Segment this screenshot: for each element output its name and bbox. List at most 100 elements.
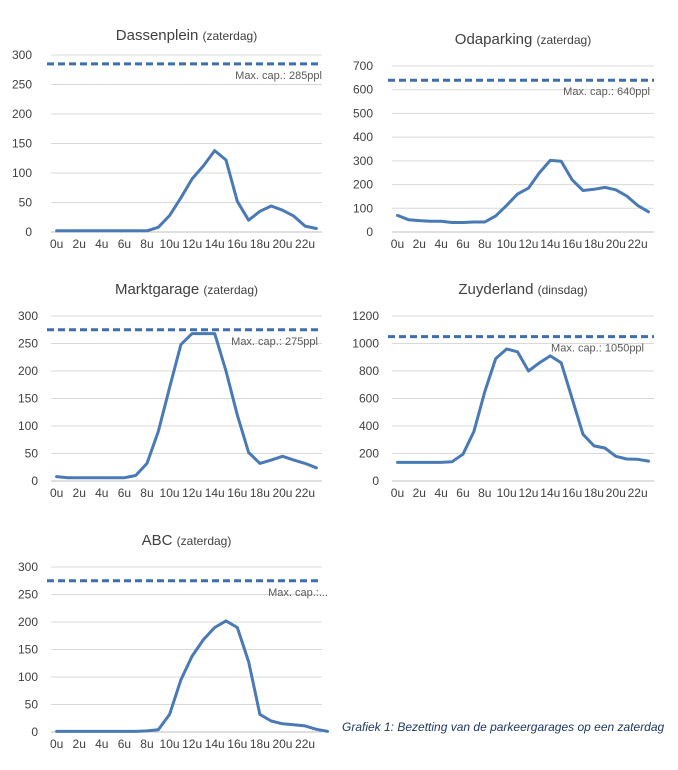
abc-capacity-label: Max. cap.:... bbox=[268, 587, 328, 599]
dassenplein-xtick-22u: 22u bbox=[295, 237, 315, 251]
zuyderland-xtick-2u: 2u bbox=[413, 486, 426, 500]
zuyderland-title: Zuyderland (dinsdag) bbox=[458, 281, 587, 298]
zuyderland-xtick-4u: 4u bbox=[434, 486, 447, 500]
dassenplein-xtick-0u: 0u bbox=[50, 237, 63, 251]
dassenplein-xtick-4u: 4u bbox=[95, 237, 108, 251]
zuyderland-ytick-400: 400 bbox=[359, 419, 379, 433]
odaparking-ytick-200: 200 bbox=[353, 178, 373, 192]
odaparking-title: Odaparking (zaterdag) bbox=[455, 31, 591, 48]
dassenplein-ytick-150: 150 bbox=[12, 137, 32, 151]
marktgarage-xtick-2u: 2u bbox=[73, 486, 86, 500]
zuyderland-xtick-12u: 12u bbox=[518, 486, 538, 500]
marktgarage-occupancy-line bbox=[55, 332, 318, 480]
dassenplein-xtick-14u: 14u bbox=[205, 237, 225, 251]
dassenplein-ytick-100: 100 bbox=[12, 166, 32, 180]
abc-title: ABC (zaterdag) bbox=[142, 532, 232, 549]
zuyderland-capacity-label: Max. cap.: 1050ppl bbox=[551, 343, 644, 355]
odaparking-xtick-10u: 10u bbox=[497, 237, 517, 251]
dassenplein-ytick-250: 250 bbox=[12, 78, 32, 92]
abc-ytick-300: 300 bbox=[18, 560, 38, 574]
chart-dassenplein: 0 50 100 150 200 250 300 0u 2u 4u 6u 8u 10u 12u 14u 16u… bbox=[12, 27, 322, 251]
abc-ytick-0: 0 bbox=[31, 725, 38, 739]
odaparking-ytick-0: 0 bbox=[366, 225, 373, 239]
zuyderland-occupancy-line bbox=[396, 347, 650, 464]
abc-xtick-12u: 12u bbox=[182, 737, 202, 751]
abc-xtick-2u: 2u bbox=[73, 737, 86, 751]
dassenplein-ytick-50: 50 bbox=[19, 196, 33, 210]
abc-xtick-8u: 8u bbox=[140, 737, 153, 751]
abc-xtick-6u: 6u bbox=[118, 737, 131, 751]
dassenplein-ytick-300: 300 bbox=[12, 48, 32, 62]
odaparking-xtick-6u: 6u bbox=[456, 237, 469, 251]
abc-xtick-14u: 14u bbox=[205, 737, 225, 751]
abc-xtick-10u: 10u bbox=[160, 737, 180, 751]
zuyderland-ytick-600: 600 bbox=[359, 392, 379, 406]
odaparking-title-day: (zaterdag) bbox=[537, 33, 592, 47]
abc-xtick-16u: 16u bbox=[227, 737, 247, 751]
odaparking-xtick-20u: 20u bbox=[606, 237, 626, 251]
dassenplein-xtick-20u: 20u bbox=[272, 237, 292, 251]
abc-xtick-20u: 20u bbox=[272, 737, 292, 751]
abc-title-name: ABC bbox=[142, 532, 177, 549]
marktgarage-ytick-300: 300 bbox=[18, 309, 38, 323]
odaparking-xtick-22u: 22u bbox=[628, 237, 648, 251]
odaparking-xtick-0u: 0u bbox=[391, 237, 404, 251]
zuyderland-xtick-22u: 22u bbox=[628, 486, 648, 500]
chart-marktgarage: 0 50 100 150 200 250 300 0u 2u 4u 6u 8u 10u 12u 14u 16u… bbox=[18, 281, 322, 500]
zuyderland-xtick-0u: 0u bbox=[391, 486, 404, 500]
dassenplein-title-day: (zaterdag) bbox=[203, 29, 258, 43]
odaparking-xtick-12u: 12u bbox=[518, 237, 538, 251]
abc-occupancy-line bbox=[55, 619, 330, 733]
marktgarage-ytick-0: 0 bbox=[31, 474, 38, 488]
marktgarage-ytick-250: 250 bbox=[18, 337, 38, 351]
odaparking-ytick-100: 100 bbox=[353, 201, 373, 215]
marktgarage-xtick-14u: 14u bbox=[205, 486, 225, 500]
marktgarage-xtick-22u: 22u bbox=[295, 486, 315, 500]
marktgarage-xtick-4u: 4u bbox=[95, 486, 108, 500]
abc-xtick-0u: 0u bbox=[50, 737, 63, 751]
marktgarage-xtick-18u: 18u bbox=[250, 486, 270, 500]
zuyderland-ytick-1200: 1200 bbox=[352, 309, 379, 323]
abc-xtick-22u: 22u bbox=[295, 737, 315, 751]
odaparking-ytick-500: 500 bbox=[353, 106, 373, 120]
odaparking-xtick-4u: 4u bbox=[434, 237, 447, 251]
zuyderland-xtick-8u: 8u bbox=[478, 486, 491, 500]
dassenplein-ytick-200: 200 bbox=[12, 107, 32, 121]
marktgarage-title-name: Marktgarage bbox=[115, 281, 203, 298]
odaparking-xtick-8u: 8u bbox=[478, 237, 491, 251]
abc-ytick-50: 50 bbox=[25, 698, 39, 712]
chart-abc: 0 50 100 150 200 250 300 0u 2u 4u 6u 8u 10u 12u 14u 16u… bbox=[18, 532, 330, 751]
marktgarage-ytick-200: 200 bbox=[18, 364, 38, 378]
odaparking-ytick-700: 700 bbox=[353, 59, 373, 73]
odaparking-occupancy-line bbox=[396, 158, 650, 224]
abc-ytick-150: 150 bbox=[18, 643, 38, 657]
marktgarage-xtick-16u: 16u bbox=[227, 486, 247, 500]
odaparking-capacity-label: Max. cap.: 640ppl bbox=[563, 86, 650, 98]
dassenplein-xtick-8u: 8u bbox=[140, 237, 153, 251]
abc-xtick-18u: 18u bbox=[250, 737, 270, 751]
zuyderland-ytick-200: 200 bbox=[359, 447, 379, 461]
dassenplein-xtick-10u: 10u bbox=[160, 237, 180, 251]
zuyderland-ytick-800: 800 bbox=[359, 364, 379, 378]
marktgarage-xtick-6u: 6u bbox=[118, 486, 131, 500]
dassenplein-title-name: Dassenplein bbox=[116, 27, 203, 44]
figure-caption: Grafiek 1: Bezetting van de parkeergarag… bbox=[342, 720, 665, 734]
odaparking-ytick-400: 400 bbox=[353, 130, 373, 144]
odaparking-ytick-300: 300 bbox=[353, 154, 373, 168]
marktgarage-capacity-label: Max. cap.: 275ppl bbox=[231, 336, 318, 348]
odaparking-xtick-18u: 18u bbox=[584, 237, 604, 251]
abc-ytick-200: 200 bbox=[18, 615, 38, 629]
odaparking-ytick-600: 600 bbox=[353, 83, 373, 97]
dassenplein-xtick-2u: 2u bbox=[73, 237, 86, 251]
zuyderland-title-name: Zuyderland bbox=[458, 281, 537, 298]
dassenplein-title: Dassenplein (zaterdag) bbox=[116, 27, 257, 44]
odaparking-title-name: Odaparking bbox=[455, 31, 537, 48]
dassenplein-ytick-0: 0 bbox=[25, 225, 32, 239]
zuyderland-xtick-10u: 10u bbox=[497, 486, 517, 500]
dassenplein-xtick-16u: 16u bbox=[227, 237, 247, 251]
odaparking-xtick-2u: 2u bbox=[413, 237, 426, 251]
zuyderland-ytick-0: 0 bbox=[372, 474, 379, 488]
marktgarage-title: Marktgarage (zaterdag) bbox=[115, 281, 258, 298]
marktgarage-title-day: (zaterdag) bbox=[203, 283, 258, 297]
marktgarage-xtick-8u: 8u bbox=[140, 486, 153, 500]
